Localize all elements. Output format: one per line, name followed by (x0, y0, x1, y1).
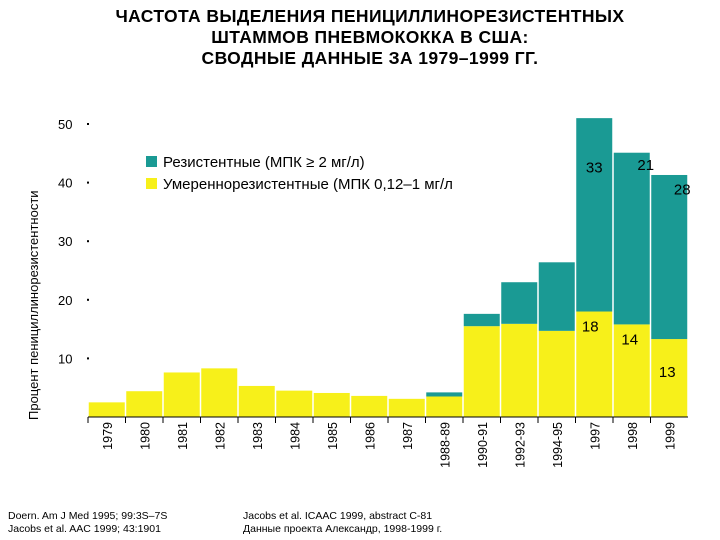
title-line-2: ШТАММОВ ПНЕВМОКОККА В США: (211, 27, 529, 47)
y-tick-mark (87, 123, 89, 125)
bar-segment-intermediate (238, 385, 275, 417)
bar-segment-resistant (426, 392, 463, 397)
x-tick-label: 1983 (251, 422, 265, 450)
bar-segment-intermediate (126, 391, 163, 417)
y-tick-mark (87, 357, 89, 360)
bar-segment-intermediate (388, 398, 425, 417)
y-tick-mark (87, 298, 89, 301)
x-tick-label: 1985 (326, 422, 340, 450)
y-axis-label: Процент пенициллинорезистентности (26, 190, 41, 420)
x-tick-label: 1981 (176, 422, 190, 450)
y-tick-label: 10 (58, 351, 72, 366)
legend: Резистентные (МПК ≥ 2 мг/л) Умереннорезис… (146, 154, 453, 193)
reference-line: Doern. Am J Med 1995; 99:3S–7S (8, 510, 168, 522)
y-tick-label: 50 (58, 117, 72, 132)
x-tick-label: 1982 (213, 422, 227, 450)
x-tick-label: 1998 (626, 422, 640, 450)
x-tick-label: 1992-93 (513, 422, 527, 468)
x-tick-label: 1980 (138, 422, 152, 450)
bar-segment-intermediate (426, 396, 463, 417)
bar-segment-intermediate (576, 311, 613, 417)
data-labels: 18 14 13 33 21 28 (582, 157, 691, 381)
x-axis-tick-labels: 1979 1980 1981 1982 1983 1984 1985 1986 1987 1988… (87, 416, 688, 468)
bar-segment-resistant (463, 313, 500, 327)
x-tick-label: 1979 (101, 422, 115, 450)
y-tick-mark (87, 240, 89, 243)
bar-segment-intermediate (651, 339, 688, 417)
bar-segment-resistant (613, 152, 650, 325)
legend-swatch (146, 178, 157, 189)
y-axis: 10 20 30 40 50 (58, 117, 89, 366)
bar-segment-resistant (576, 118, 613, 312)
bar-segment-intermediate (276, 390, 313, 417)
bar-segment-intermediate (88, 402, 125, 417)
bar-segment-resistant (538, 262, 575, 331)
bar-segment-intermediate (501, 323, 538, 417)
x-tick-label: 1990-91 (476, 422, 490, 468)
x-tick-label: 1997 (588, 422, 602, 450)
title-line-3: СВОДНЫЕ ДАННЫЕ ЗА 1979–1999 ГГ. (201, 48, 539, 68)
y-tick-label: 30 (58, 234, 72, 249)
bar-segment-intermediate (538, 330, 575, 417)
bars (88, 118, 688, 417)
reference-line: Jacobs et al. AAC 1999; 43:1901 (8, 523, 161, 535)
bar-segment-intermediate (351, 395, 388, 417)
bar-segment-intermediate (613, 324, 650, 417)
reference-line: Jacobs et al. ICAAC 1999, abstract C-81 (243, 510, 433, 522)
legend-entry: Резистентные (МПК ≥ 2 мг/л) (163, 154, 365, 171)
bar-segment-intermediate (201, 368, 238, 417)
x-tick-label: 1999 (663, 422, 677, 450)
references-left: Doern. Am J Med 1995; 99:3S–7S Jacobs et… (8, 510, 167, 536)
x-tick-label: 1984 (288, 422, 302, 450)
chart-title: ЧАСТОТА ВЫДЕЛЕНИЯ ПЕНИЦИЛЛИНОРЕЗИСТЕНТНЫ… (20, 6, 720, 69)
bar-segment-intermediate (313, 392, 350, 417)
bar-segment-resistant (651, 174, 688, 340)
y-tick-label: 20 (58, 293, 72, 308)
legend-swatch (146, 156, 157, 167)
x-tick-label: 1986 (363, 422, 377, 450)
data-label: 18 (582, 319, 599, 336)
data-label: 21 (637, 157, 654, 174)
x-tick-label: 1988-89 (438, 422, 452, 468)
data-label: 33 (586, 159, 603, 176)
y-tick-label: 40 (58, 176, 72, 191)
y-tick-mark (87, 181, 89, 184)
x-tick-label: 1994-95 (551, 422, 565, 468)
title-line-1: ЧАСТОТА ВЫДЕЛЕНИЯ ПЕНИЦИЛЛИНОРЕЗИСТЕНТНЫ… (115, 6, 625, 26)
data-label: 14 (621, 331, 638, 348)
x-tick-label: 1987 (401, 422, 415, 450)
bar-segment-intermediate (163, 372, 200, 417)
data-label: 13 (659, 364, 676, 381)
references-right: Jacobs et al. ICAAC 1999, abstract C-81 … (243, 510, 442, 536)
bar-segment-intermediate (463, 326, 500, 417)
bar-segment-resistant (501, 282, 538, 324)
reference-line: Данные проекта Александр, 1998-1999 г. (243, 523, 443, 535)
legend-entry: Умереннорезистентные (МПК 0,12–1 мг/л (163, 176, 453, 193)
data-label: 28 (674, 182, 691, 199)
